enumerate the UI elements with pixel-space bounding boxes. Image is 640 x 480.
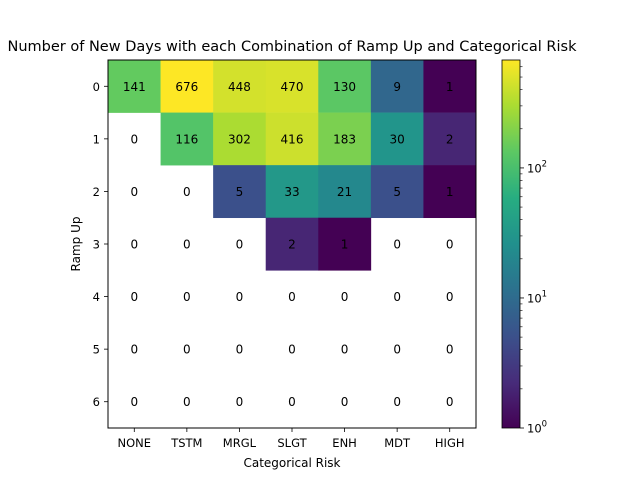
x-tick-label: HIGH: [435, 436, 465, 450]
heatmap-cell: [265, 60, 319, 113]
y-tick-label: 5: [93, 343, 100, 357]
x-tick-label: MDT: [384, 436, 411, 450]
cell-value-label: 0: [236, 395, 244, 409]
cell-value-label: 416: [281, 132, 304, 146]
heatmap-cell: [160, 60, 214, 113]
cell-value-label: 0: [183, 395, 191, 409]
y-tick-label: 4: [93, 290, 100, 304]
cell-value-label: 448: [228, 80, 251, 94]
heatmap-cells: 141 676 448 470 130 9 10 116 302 416 183 30 20 0 5 33 21…: [108, 60, 477, 409]
cell-value-label: 0: [288, 395, 296, 409]
cell-value-label: 116: [175, 132, 198, 146]
y-tick-label: 6: [93, 395, 100, 409]
heatmap-cell: [318, 165, 372, 219]
chart-title: Number of New Days with each Combination…: [8, 39, 578, 55]
cell-value-label: 5: [393, 185, 401, 199]
cell-value-label: 0: [341, 395, 349, 409]
cell-value-label: 0: [236, 343, 244, 357]
cell-value-label: 0: [130, 343, 138, 357]
heatmap-cell: [318, 60, 372, 113]
cell-value-label: 1: [446, 185, 454, 199]
heatmap-cell: [213, 112, 267, 166]
cell-value-label: 0: [183, 343, 191, 357]
cell-value-label: 0: [130, 395, 138, 409]
cell-value-label: 470: [281, 80, 304, 94]
y-tick-label: 0: [93, 80, 100, 94]
cell-value-label: 0: [341, 290, 349, 304]
cell-value-label: 0: [288, 343, 296, 357]
cell-value-label: 0: [446, 395, 454, 409]
cell-value-label: 0: [130, 290, 138, 304]
heatmap-cell: [318, 112, 372, 166]
cell-value-label: 183: [333, 132, 356, 146]
cell-value-label: 0: [130, 132, 138, 146]
cell-value-label: 0: [183, 185, 191, 199]
cell-value-label: 0: [236, 290, 244, 304]
cell-value-label: 1: [341, 238, 349, 252]
x-tick-label: ENH: [332, 436, 357, 450]
heatmap-cell: [423, 165, 477, 219]
heatmap-cell: [265, 217, 319, 271]
cell-value-label: 9: [393, 80, 401, 94]
cell-value-label: 141: [123, 80, 146, 94]
cell-value-label: 0: [130, 185, 138, 199]
cell-value-label: 21: [337, 185, 352, 199]
heatmap-cell: [318, 217, 372, 271]
y-tick-label: 3: [93, 238, 100, 252]
heatmap-cell: [265, 112, 319, 166]
cell-value-label: 0: [183, 238, 191, 252]
colorbar: 100 101 102: [501, 59, 547, 436]
colorbar-tick-label: 101: [527, 289, 547, 305]
x-tick-label: MRGL: [223, 436, 257, 450]
heatmap-cell: [213, 165, 267, 219]
x-tick-label: SLGT: [277, 436, 307, 450]
heatmap-cell: [423, 60, 477, 113]
cell-value-label: 5: [236, 185, 244, 199]
heatmap-cell: [265, 165, 319, 219]
cell-value-label: 130: [333, 80, 356, 94]
cell-value-label: 302: [228, 132, 251, 146]
cell-value-label: 0: [288, 290, 296, 304]
heatmap-cell: [370, 112, 424, 166]
y-axis: 0 1 2 3 4 5 6: [93, 80, 108, 409]
cell-value-label: 0: [446, 343, 454, 357]
y-tick-label: 2: [93, 185, 100, 199]
cell-value-label: 30: [390, 132, 405, 146]
heatmap-cell: [370, 60, 424, 113]
cell-value-label: 0: [393, 290, 401, 304]
cell-value-label: 0: [446, 290, 454, 304]
cell-value-label: 0: [446, 238, 454, 252]
colorbar-gradient: [502, 60, 520, 428]
heatmap-cell: [213, 60, 267, 113]
heatmap-cell: [423, 112, 477, 166]
cell-value-label: 1: [446, 80, 454, 94]
x-tick-label: TSTM: [170, 436, 202, 450]
cell-value-label: 0: [183, 290, 191, 304]
cell-value-label: 0: [341, 343, 349, 357]
cell-value-label: 0: [130, 238, 138, 252]
y-tick-label: 1: [93, 132, 100, 146]
heatmap-cell: [370, 165, 424, 219]
heatmap-cell: [160, 112, 214, 166]
x-tick-label: NONE: [118, 436, 152, 450]
colorbar-tick-label: 100: [527, 420, 547, 436]
x-axis-label: Categorical Risk: [243, 456, 340, 470]
colorbar-frame: [501, 59, 521, 429]
cell-value-label: 0: [393, 238, 401, 252]
cell-value-label: 2: [288, 238, 296, 252]
colorbar-tick-label: 102: [527, 159, 547, 175]
cell-value-label: 0: [393, 343, 401, 357]
cell-value-label: 33: [284, 185, 299, 199]
cell-value-label: 2: [446, 132, 454, 146]
cell-value-label: 0: [236, 238, 244, 252]
heatmap-cell: [108, 60, 161, 113]
cell-value-label: 0: [393, 395, 401, 409]
x-axis: NONE TSTM MRGL SLGT ENH MDT HIGH: [118, 428, 465, 450]
y-axis-label: Ramp Up: [69, 217, 83, 272]
cell-value-label: 676: [175, 80, 198, 94]
